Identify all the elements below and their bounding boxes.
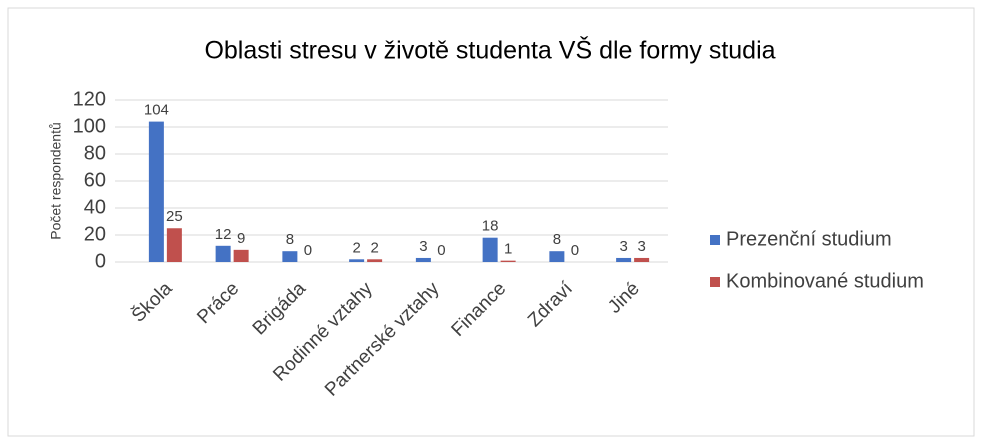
bar xyxy=(415,257,431,262)
data-label: 25 xyxy=(166,208,183,225)
data-label: 0 xyxy=(571,242,579,259)
data-label: 2 xyxy=(352,239,360,256)
data-label: 12 xyxy=(215,226,232,243)
y-axis-label: Počet respondentů xyxy=(48,122,64,240)
data-label: 0 xyxy=(304,242,312,259)
bar xyxy=(482,237,498,262)
data-label: 0 xyxy=(437,242,445,259)
bar xyxy=(148,121,164,262)
legend-label: Prezenční studium xyxy=(726,228,892,250)
data-label: 104 xyxy=(144,102,169,119)
bar xyxy=(616,257,632,262)
bar xyxy=(233,249,249,262)
data-label: 18 xyxy=(482,218,499,235)
y-tick-label: 60 xyxy=(84,169,106,191)
data-label: 2 xyxy=(370,239,378,256)
bar xyxy=(166,228,182,262)
legend-label: Kombinované studium xyxy=(726,270,924,292)
data-label: 3 xyxy=(419,238,427,255)
chart-frame xyxy=(7,7,975,437)
bar xyxy=(549,251,565,262)
y-tick-label: 120 xyxy=(73,88,106,110)
bar xyxy=(215,245,231,262)
legend-swatch xyxy=(710,235,720,245)
data-label: 3 xyxy=(637,238,645,255)
data-label: 1 xyxy=(504,241,512,258)
data-label: 8 xyxy=(553,231,561,248)
y-tick-label: 80 xyxy=(84,142,106,164)
bar xyxy=(282,251,298,262)
y-tick-label: 40 xyxy=(84,196,106,218)
bar xyxy=(500,260,516,262)
y-tick-label: 0 xyxy=(95,250,106,272)
data-label: 8 xyxy=(286,231,294,248)
bar xyxy=(349,259,365,262)
data-label: 9 xyxy=(237,230,245,247)
y-tick-label: 100 xyxy=(73,115,106,137)
y-tick-label: 20 xyxy=(84,223,106,245)
legend-swatch xyxy=(710,277,720,287)
bar xyxy=(634,257,650,262)
chart-title: Oblasti stresu v životě studenta VŠ dle … xyxy=(204,36,775,65)
bar xyxy=(367,259,383,262)
data-label: 3 xyxy=(619,238,627,255)
